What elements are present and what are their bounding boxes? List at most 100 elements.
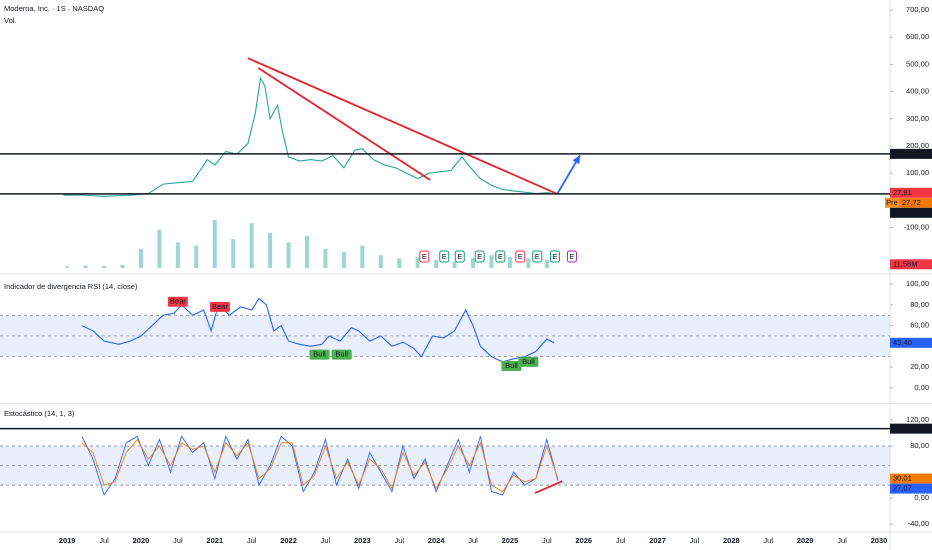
x-tick-label: Jul bbox=[99, 536, 109, 545]
y-tick-label: 100,00 bbox=[906, 279, 929, 288]
pane-title: Moderna, Inc. · 1S · NASDAQ bbox=[4, 4, 104, 13]
price-tag bbox=[890, 423, 932, 434]
volume-bar bbox=[507, 256, 512, 268]
volume-bar bbox=[304, 236, 309, 268]
series-line bbox=[81, 435, 559, 496]
x-tick-label: Jul bbox=[394, 536, 404, 545]
x-tick-label: Jul bbox=[837, 536, 847, 545]
y-tick-label: 200,00 bbox=[906, 141, 929, 150]
earnings-marker bbox=[549, 250, 560, 263]
price-tag-label: 23,95 bbox=[893, 208, 912, 217]
signal-label: Bear bbox=[170, 297, 186, 306]
volume-bar bbox=[249, 223, 254, 268]
series-line bbox=[81, 438, 559, 493]
earnings-label: E bbox=[518, 252, 523, 261]
signal-label-box bbox=[167, 296, 188, 307]
x-tick-label: 2021 bbox=[206, 536, 223, 545]
y-tick-label: 700,00 bbox=[906, 5, 929, 14]
earnings-marker bbox=[454, 250, 465, 263]
volume-bar bbox=[489, 255, 494, 268]
y-tick-label: 20,00 bbox=[910, 362, 929, 371]
earnings-marker bbox=[474, 250, 485, 263]
volume-bar bbox=[65, 266, 70, 268]
series-line bbox=[81, 297, 555, 363]
volume-bar bbox=[83, 265, 88, 268]
x-tick-label: Jul bbox=[763, 536, 773, 545]
x-tick-label: 2022 bbox=[280, 536, 297, 545]
volume-bar bbox=[212, 220, 217, 268]
x-tick-label: Jul bbox=[247, 536, 257, 545]
price-tag bbox=[890, 473, 932, 484]
earnings-label: E bbox=[477, 252, 482, 261]
price-tag-label: 30,01 bbox=[893, 474, 912, 483]
y-tick-label: 100,00 bbox=[906, 168, 929, 177]
volume-bar bbox=[341, 252, 346, 268]
volume-bar bbox=[157, 229, 162, 268]
volume-bar bbox=[231, 239, 236, 268]
price-tag-label: 27,72 bbox=[902, 198, 921, 207]
earnings-label: E bbox=[569, 252, 574, 261]
trendline bbox=[247, 57, 558, 195]
volume-bar bbox=[268, 232, 273, 268]
price-tag bbox=[890, 207, 932, 218]
price-tag bbox=[890, 187, 932, 198]
y-tick-label: 300,00 bbox=[906, 114, 929, 123]
volume-bar bbox=[452, 261, 457, 268]
signal-label-box bbox=[209, 301, 230, 312]
earnings-marker bbox=[566, 250, 577, 263]
x-tick-label: Jul bbox=[173, 536, 183, 545]
earnings-marker bbox=[532, 250, 543, 263]
x-tick-label: 2027 bbox=[649, 536, 666, 545]
y-tick-label: -40,00 bbox=[908, 519, 929, 528]
volume-bar bbox=[286, 242, 291, 268]
x-tick-label: 2023 bbox=[354, 536, 371, 545]
signal-label: Bull bbox=[313, 350, 326, 359]
volume-bar bbox=[360, 245, 365, 268]
volume-bar bbox=[102, 266, 107, 268]
signal-label: Bear bbox=[212, 302, 228, 311]
pane-title: Indicador de divergencia RSI (14, close) bbox=[4, 282, 138, 291]
y-tick-label: 60,00 bbox=[910, 321, 929, 330]
volume-bar bbox=[397, 258, 402, 268]
signal-label: Bull bbox=[522, 357, 535, 366]
signal-label: Bull bbox=[505, 361, 518, 370]
y-tick-label: 80,00 bbox=[910, 300, 929, 309]
x-tick-label: 2020 bbox=[133, 536, 150, 545]
volume-label: Vol. bbox=[4, 16, 17, 25]
earnings-marker bbox=[515, 250, 526, 263]
price-tag-label: 106,68 bbox=[893, 424, 916, 433]
volume-bar bbox=[138, 248, 143, 268]
price-tag bbox=[890, 148, 932, 159]
volume-tag-label: 11,58M bbox=[893, 259, 917, 268]
price-tag-label: 27,07 bbox=[893, 484, 912, 493]
earnings-marker bbox=[439, 250, 450, 263]
y-tick-label: 500,00 bbox=[906, 59, 929, 68]
x-tick-label: Jul bbox=[468, 536, 478, 545]
price-tag-label: 43,40 bbox=[893, 338, 912, 347]
y-tick-label: 0,00 bbox=[914, 493, 929, 502]
trendline bbox=[534, 480, 563, 494]
earnings-label: E bbox=[498, 252, 503, 261]
earnings-label: E bbox=[422, 252, 427, 261]
series-line bbox=[63, 76, 551, 197]
earnings-marker bbox=[419, 250, 430, 263]
earnings-label: E bbox=[552, 252, 557, 261]
volume-bar bbox=[323, 248, 328, 268]
volume-bar bbox=[471, 258, 476, 268]
x-tick-label: 2024 bbox=[428, 536, 446, 545]
y-tick-label: 120,00 bbox=[906, 415, 929, 424]
price-tag bbox=[899, 197, 932, 208]
price-tag-label: 171,09 bbox=[893, 149, 916, 158]
earnings-label: E bbox=[442, 252, 447, 261]
signal-label-box bbox=[518, 356, 539, 367]
x-tick-label: 2029 bbox=[797, 536, 814, 545]
signal-label-box bbox=[501, 361, 522, 372]
x-tick-label: 2030 bbox=[871, 536, 888, 545]
y-tick-label: 80,00 bbox=[910, 441, 929, 450]
pane-title: Estocástico (14, 1, 3) bbox=[4, 409, 75, 418]
x-tick-label: Jul bbox=[616, 536, 626, 545]
volume-tag bbox=[890, 259, 932, 270]
x-tick-label: 2019 bbox=[59, 536, 76, 545]
